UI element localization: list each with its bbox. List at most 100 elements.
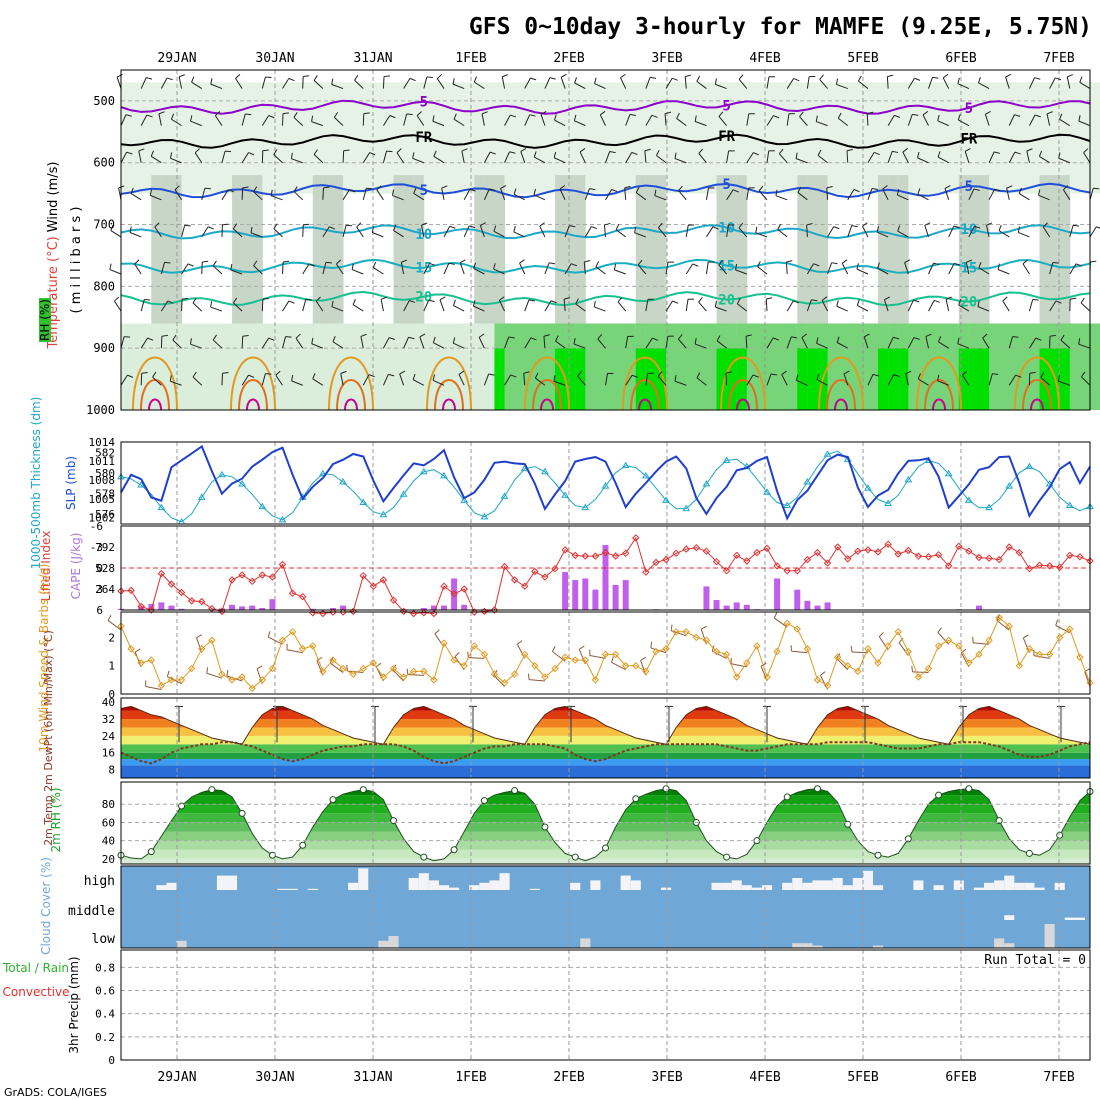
upper-wind-barb — [698, 153, 707, 164]
wind10-point — [763, 673, 771, 681]
cape-bar — [743, 604, 750, 610]
upper-wind-barb — [1075, 263, 1082, 267]
dewpt-line — [120, 741, 1091, 765]
upper-wind-barb — [676, 112, 680, 119]
wind10-point — [924, 664, 933, 673]
upper-wind-barb — [436, 78, 445, 89]
upper-wind-barb — [665, 336, 669, 349]
rh-shade-lower — [121, 323, 132, 410]
wind10-point — [389, 664, 398, 673]
wind10-point — [692, 633, 701, 642]
upper-wind-barb — [862, 225, 869, 238]
upper-wind-barb — [534, 372, 539, 379]
rh-shade-mid — [726, 175, 738, 336]
cloud-bar-high — [529, 888, 540, 890]
upper-wind-barb — [273, 223, 278, 229]
wind10-point — [399, 673, 408, 681]
upper-wind-barb — [988, 373, 993, 386]
rh-shade-mid — [1039, 175, 1051, 336]
pressure-tick-label: 1000 — [86, 403, 115, 417]
upper-wind-barb — [1022, 259, 1028, 265]
upper-wind-barb — [399, 370, 406, 375]
upper-wind-barb — [349, 189, 356, 193]
rh-shade-upper — [625, 82, 637, 194]
upper-wind-barb — [924, 222, 931, 226]
cloud-bar-high — [782, 882, 793, 890]
upper-wind-barb — [421, 222, 428, 226]
lifted-index-point — [379, 576, 388, 584]
rh-shade-mid — [484, 175, 495, 336]
lifted-index-point — [460, 585, 468, 593]
upper-wind-barb — [172, 339, 182, 349]
slp-label: SLP (mb) — [64, 456, 78, 510]
upper-wind-barb — [698, 148, 704, 154]
date-label-top: 4FEB — [749, 51, 780, 66]
wind10-barb — [551, 645, 556, 652]
upper-wind-barb — [403, 337, 410, 349]
upper-wind-barb — [657, 371, 663, 377]
upper-wind-barb — [140, 114, 148, 126]
upper-wind-barb — [958, 299, 962, 306]
upper-wind-barb — [988, 151, 995, 163]
wind10-point — [884, 642, 892, 650]
cape-bar — [733, 602, 740, 610]
upper-wind-barb — [441, 185, 448, 189]
rh-shade-upper — [787, 82, 798, 194]
cloud-bar-high — [802, 882, 813, 890]
precip-tick-label: 0 — [108, 1054, 115, 1067]
upper-wind-barb — [315, 296, 321, 302]
upper-wind-barb — [343, 149, 350, 152]
rh-point — [571, 853, 579, 861]
wind10-barb — [316, 656, 323, 661]
temp-band — [121, 735, 1090, 745]
upper-wind-barb — [907, 114, 913, 126]
upper-wind-barb — [781, 370, 787, 375]
thickness-point — [864, 484, 872, 491]
wind10-point — [1045, 650, 1054, 659]
wind10-point — [823, 681, 832, 690]
upper-wind-barb — [813, 263, 820, 267]
rh-point — [480, 797, 488, 805]
upper-wind-barb — [530, 337, 537, 341]
upper-wind-barb — [827, 262, 833, 275]
thickness-point — [621, 461, 630, 469]
cape-bar — [562, 572, 569, 610]
upper-wind-barb — [856, 268, 869, 275]
cape-bar — [824, 602, 831, 610]
upper-wind-barb — [262, 297, 269, 300]
upper-wind-barb — [615, 229, 626, 238]
rh-shade-upper — [767, 82, 778, 194]
rh-shade-mid — [494, 175, 506, 336]
upper-wind-barb — [473, 268, 485, 275]
lifted-index-point — [571, 551, 579, 560]
upper-wind-barb — [752, 374, 759, 378]
rh-shade-upper — [847, 82, 859, 194]
upper-wind-barb — [549, 77, 556, 80]
rh-shade-upper — [605, 82, 617, 194]
pressure-tick-label: 600 — [93, 156, 115, 170]
lifted-index-point — [803, 555, 812, 564]
cape-bar — [340, 605, 347, 610]
rh-shade-upper — [292, 82, 304, 194]
upper-wind-barb — [261, 150, 264, 163]
cape-bar — [975, 605, 982, 610]
upper-wind-barb — [504, 114, 511, 126]
upper-wind-barb — [544, 77, 551, 89]
upper-wind-barb — [806, 263, 814, 275]
upper-wind-barb — [851, 225, 858, 228]
upper-wind-barb — [533, 188, 537, 195]
upper-wind-barb — [235, 78, 243, 89]
upper-wind-barb — [953, 225, 960, 229]
upper-wind-barb — [692, 263, 699, 267]
cape-bar — [592, 589, 599, 610]
upper-wind-barb — [902, 148, 908, 153]
wind10-point — [672, 628, 680, 636]
upper-wind-barb — [291, 380, 303, 386]
rh-shade-mid — [575, 175, 586, 336]
cloud-bar-high — [792, 878, 803, 890]
thickness-point — [1065, 501, 1074, 509]
upper-wind-barb — [322, 226, 330, 238]
rh-shade-saturated — [635, 348, 647, 410]
upper-wind-barb — [994, 188, 1001, 192]
upper-wind-barb — [1052, 261, 1059, 264]
